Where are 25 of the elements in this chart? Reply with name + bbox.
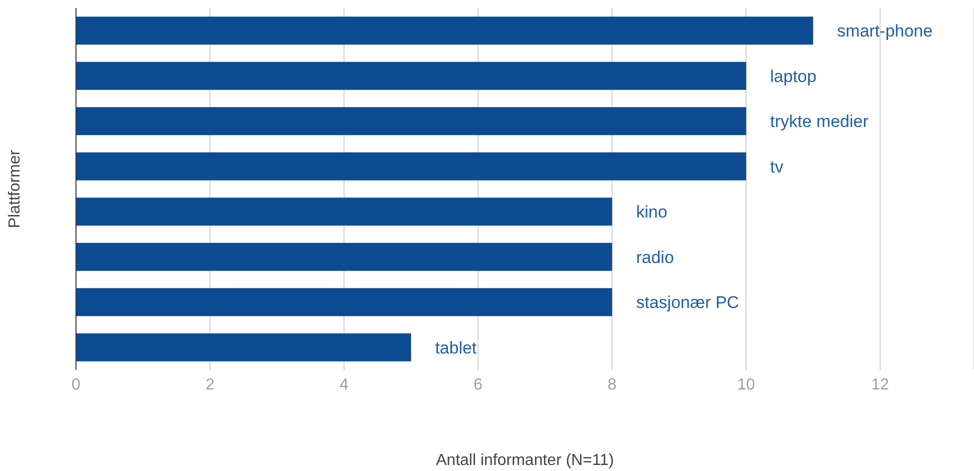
y-tick-label: laptop xyxy=(770,66,816,86)
x-tick-label: 2 xyxy=(206,376,215,394)
bar xyxy=(76,107,746,136)
y-tick-label: radio xyxy=(636,248,674,267)
x-tick-label: 8 xyxy=(608,376,617,394)
y-tick-label: trykte medier xyxy=(770,112,869,132)
bar xyxy=(76,333,412,362)
x-tick-label: 6 xyxy=(474,376,483,394)
x-tick-label: 4 xyxy=(340,376,349,394)
bar xyxy=(76,16,814,45)
x-tick-label: 10 xyxy=(737,376,756,394)
bar xyxy=(76,242,612,271)
bar xyxy=(76,62,746,90)
y-tick-label: tablet xyxy=(435,338,477,358)
y-tick-label: smart-phone xyxy=(837,22,933,41)
x-tick-label: 12 xyxy=(871,376,890,394)
y-axis-title: Plattformer xyxy=(6,149,24,228)
x-axis-title: Antall informanter (N=11) xyxy=(436,452,614,469)
bar xyxy=(76,288,612,316)
x-tick-label: 0 xyxy=(72,376,81,394)
bar xyxy=(76,152,746,180)
bar xyxy=(76,198,612,226)
y-tick-label: kino xyxy=(636,202,668,222)
y-tick-label: tv xyxy=(770,157,784,176)
y-tick-label: stasjonær PC xyxy=(636,293,740,312)
